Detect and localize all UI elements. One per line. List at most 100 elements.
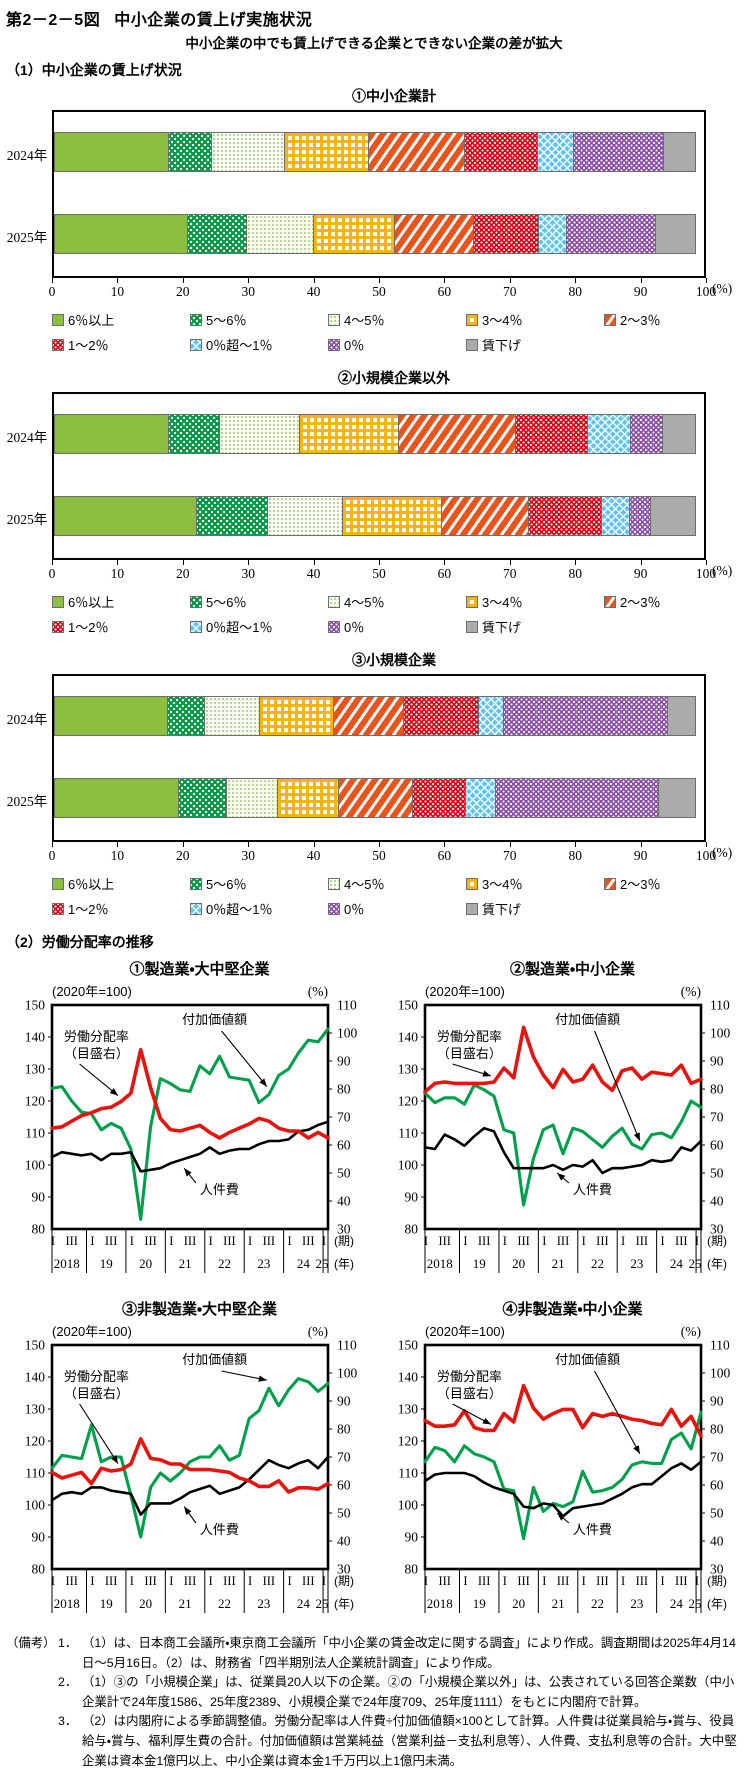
axis-text: 70 (710, 1450, 724, 1465)
axis-text: (年) (707, 1597, 727, 1611)
axis-text: I (322, 1234, 326, 1248)
personnel-cost-line (50, 1455, 330, 1516)
legend-item: 0％超～1％ (190, 899, 328, 918)
bar-segment (586, 414, 632, 454)
personnel-cost-label: 人件費 (200, 1182, 239, 1197)
personnel-cost-label: 人件費 (200, 1522, 239, 1537)
axis-text: 150 (25, 998, 46, 1013)
bar-axis: 0 10 20 30 40 50 60 70 80 90 100 (%) (48, 845, 733, 863)
bar-row (54, 778, 704, 818)
legend-label: 5～6％ (206, 595, 247, 610)
axis-text: (2020年=100) (52, 1324, 132, 1339)
axis-text: III (65, 1234, 78, 1248)
bar-axis-ticks (52, 842, 707, 848)
bar-segment (630, 414, 663, 454)
axis-text: 80 (405, 1562, 419, 1577)
personnel-cost-line (50, 1120, 330, 1173)
notes-prefix: （備考） (6, 1636, 56, 1650)
axis-text: 22 (591, 1596, 604, 1611)
axis-text: 120 (398, 1094, 419, 1109)
bar-segment (196, 496, 269, 536)
axis-text: I (51, 1234, 55, 1248)
axis-text: 24 (297, 1596, 311, 1611)
axis-text: I (542, 1574, 546, 1588)
legend-swatch-icon (328, 902, 340, 915)
axis-text: III (636, 1234, 649, 1248)
axis-text: I (503, 1234, 507, 1248)
axis-text: 130 (398, 1402, 419, 1417)
bar-legend: 6％以上 5～6％ 4～5％ 3～4％ 2～3％ 1～2％ 0％超～1％ 0％ 賃下げ (6, 874, 742, 918)
axis-text: 60 (337, 1478, 351, 1493)
axis-text: (年) (334, 1597, 354, 1611)
value-added-line (423, 1410, 703, 1541)
bar-segment (649, 496, 696, 536)
bar-chart-plot: 2024年 2025年 0 10 20 30 40 50 60 70 80 90 100 (%) (7, 674, 733, 866)
bar-chart-frame: 2024年 2025年 (7, 674, 706, 842)
axis-text: I (621, 1234, 625, 1248)
bar-segment (225, 778, 279, 818)
axis-text: 19 (473, 1256, 486, 1271)
axis-text: 24 (670, 1596, 684, 1611)
legend-label: 1～2％ (68, 338, 109, 353)
legend-item: 4～5％ (328, 874, 466, 893)
bar-axis-unit: (%) (712, 845, 733, 860)
axis-text: 150 (398, 1338, 419, 1353)
axis-text: (%) (308, 984, 328, 999)
legend-swatch-icon (328, 620, 340, 633)
line-chart-plot: (2020年=100) (%) 80 90 100 110 120 130 140 150 30 40… (25, 984, 358, 1273)
axis-text: 22 (218, 1596, 231, 1611)
line-chart-4: ④非製造業・中小企業 (2020年=100) (%) 80 90 100 110 120 130… (379, 1298, 746, 1624)
labor-share-line (423, 1383, 703, 1438)
annotation-arrowhead (259, 1078, 267, 1087)
bar-segment (332, 696, 404, 736)
labor-share-line (423, 1025, 703, 1094)
personnel-cost-line (423, 1126, 703, 1175)
bar-axis-unit: (%) (712, 563, 733, 578)
axis-text: 20 (139, 1596, 152, 1611)
legend-item: 賃下げ (466, 617, 604, 636)
axis-text: 80 (337, 1422, 351, 1437)
axis-text: 80 (710, 1082, 724, 1097)
axis-text: III (65, 1574, 78, 1588)
legend-label: 4～5％ (344, 595, 385, 610)
bar-chart-frame: 2024年 2025年 (7, 110, 706, 278)
axis-text: 110 (710, 998, 730, 1013)
legend-item: 賃下げ (466, 899, 604, 918)
axis-text: III (478, 1234, 491, 1248)
axis-text: (期) (707, 1234, 727, 1248)
bar-row (54, 214, 704, 254)
bar-legend: 6％以上 5～6％ 4～5％ 3～4％ 2～3％ 1～2％ 0％超～1％ 0％ 賃下げ (6, 310, 742, 354)
axis-text: 40 (710, 1194, 724, 1209)
bar-row-label: 2024年 (6, 430, 48, 445)
axis-text: 21 (552, 1596, 565, 1611)
axis-text: III (144, 1574, 157, 1588)
figure-heading: 第2－2－5図 中小企業の賃上げ実施状況 (6, 6, 742, 30)
axis-text: 50 (337, 1506, 351, 1521)
axis-text: (年) (334, 1257, 354, 1271)
bar-segment (258, 696, 334, 736)
bar-segment (186, 214, 248, 254)
axis-text: I (130, 1234, 134, 1248)
annotation-arrowhead (109, 1088, 118, 1096)
axis-text: (%) (308, 1324, 328, 1339)
axis-text: 23 (630, 1256, 643, 1271)
legend-label: 2～3％ (620, 877, 661, 892)
axis-text: I (463, 1574, 467, 1588)
line-chart-1: ①製造業・大中堅企業 (2020年=100) (%) 80 90 100 110 120 130… (6, 958, 379, 1284)
axis-text: I (695, 1234, 699, 1248)
bar-segment (204, 696, 260, 736)
bar-row (54, 414, 704, 454)
axis-text: 140 (398, 1370, 419, 1385)
bar-segment (219, 414, 300, 454)
legend-label: 5～6％ (206, 313, 247, 328)
note-item: 1． （1）は、日本商工会議所・東京商工会議所「中小企業の賃金改定に関する調査」に… (58, 1634, 740, 1673)
note-number: 2． (58, 1675, 78, 1690)
legend-item: 1～2％ (52, 899, 190, 918)
bar-chart-plot: 2024年 2025年 0 10 20 30 40 50 60 70 80 90 100 (%) (7, 110, 732, 302)
axis-text: (2020年=100) (425, 984, 505, 999)
bar-segment (565, 214, 656, 254)
legend-label: 0％超～1％ (206, 902, 273, 917)
axis-text: III (438, 1234, 451, 1248)
legend-label: 4～5％ (344, 877, 385, 892)
legend-swatch-icon (466, 313, 478, 326)
